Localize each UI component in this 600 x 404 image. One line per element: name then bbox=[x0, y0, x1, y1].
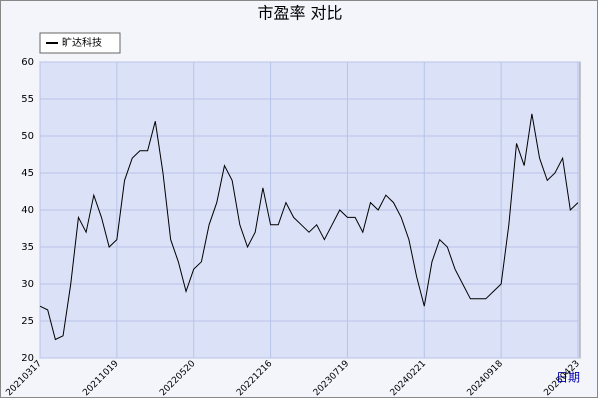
legend-label: 旷达科技 bbox=[62, 36, 102, 49]
legend bbox=[39, 32, 121, 54]
y-tick-label: 45 bbox=[21, 168, 34, 179]
y-tick-label: 20 bbox=[21, 353, 34, 364]
y-tick-label: 30 bbox=[21, 279, 34, 290]
y-tick-label: 55 bbox=[21, 94, 34, 105]
x-axis-label: 日期 bbox=[556, 371, 580, 385]
line bbox=[39, 113, 579, 341]
y-tick-label: 40 bbox=[21, 205, 34, 216]
y-tick-label: 25 bbox=[21, 316, 34, 327]
y-tick-label: 50 bbox=[21, 131, 34, 142]
chart-title: 市盈率 对比 bbox=[257, 4, 342, 23]
y-tick-label: 60 bbox=[21, 57, 34, 68]
y-tick-label: 35 bbox=[21, 242, 34, 253]
